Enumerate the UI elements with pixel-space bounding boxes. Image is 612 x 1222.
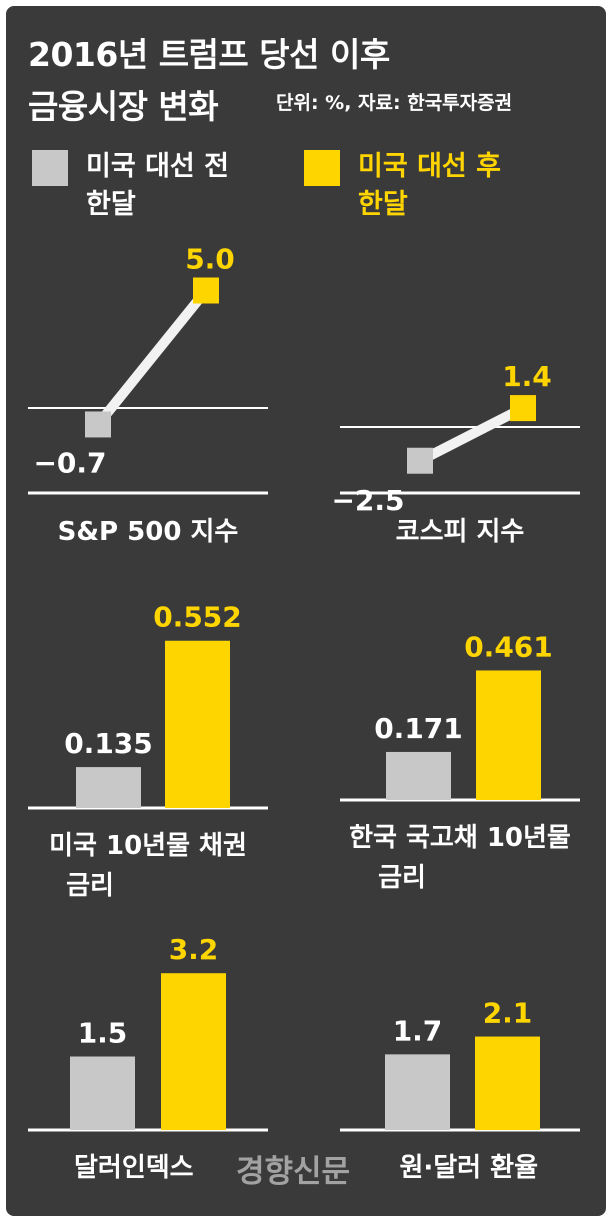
bar-after: [161, 973, 226, 1130]
legend-label-before: 미국 대선 전 한달: [86, 148, 306, 224]
bar-after: [475, 1036, 540, 1130]
watermark-logo: 경향신문: [236, 1154, 351, 1190]
bar-before: [386, 751, 451, 800]
value-label-after: 0.461: [464, 630, 553, 663]
value-label-before: 0.171: [374, 712, 463, 745]
bar-before: [385, 1054, 450, 1130]
panel-label: 달러인덱스: [74, 1153, 194, 1183]
value-label-after: 2.1: [483, 997, 533, 1030]
infographic-frame: [6, 6, 606, 1216]
legend-swatch-before: [32, 150, 68, 186]
value-label-after: 5.0: [185, 243, 235, 276]
value-label-before: −2.5: [331, 484, 404, 517]
legend-after-line-1: 미국 대선 후: [358, 151, 501, 182]
bar-after: [476, 670, 541, 800]
point-after: [510, 395, 536, 422]
value-label-before: 1.7: [393, 1014, 443, 1047]
point-after: [193, 277, 219, 304]
unit-source-note: 단위: %, 자료: 한국투자증권: [276, 92, 513, 114]
value-label-before: 0.135: [64, 727, 153, 760]
panel-label: S&P 500 지수: [58, 517, 239, 547]
title-line-1: 2016년 트럼프 당선 이후: [28, 35, 390, 74]
slope-line: [94, 287, 210, 428]
bar-after: [165, 640, 230, 808]
panel-label: 원·달러 환율: [399, 1153, 538, 1183]
point-before: [407, 447, 433, 474]
legend-before-line-2: 한달: [86, 189, 136, 220]
legend-swatch-after: [304, 150, 340, 186]
value-label-after: 1.4: [502, 360, 552, 393]
slope-line: [417, 403, 526, 466]
value-label-after: 0.552: [153, 601, 242, 634]
value-label-before: 1.5: [78, 1017, 128, 1050]
value-label-after: 3.2: [169, 933, 219, 966]
panel-label-line-2: 금리: [66, 871, 114, 901]
point-before: [85, 411, 111, 438]
legend-before-line-1: 미국 대선 전: [86, 151, 229, 182]
panel-label-line-1: 미국 10년물 채권: [49, 831, 247, 861]
title-line-2: 금융시장 변화: [28, 87, 219, 126]
panel-label-line-2: 금리: [378, 863, 426, 893]
value-label-before: −0.7: [33, 446, 106, 479]
legend-after-line-2: 한달: [358, 189, 408, 220]
bar-before: [70, 1056, 135, 1130]
panel-label-line-1: 한국 국고채 10년물: [349, 823, 571, 853]
legend-label-after: 미국 대선 후 한달: [358, 148, 578, 224]
bar-before: [76, 767, 141, 808]
panel-label: 코스피 지수: [396, 517, 525, 547]
